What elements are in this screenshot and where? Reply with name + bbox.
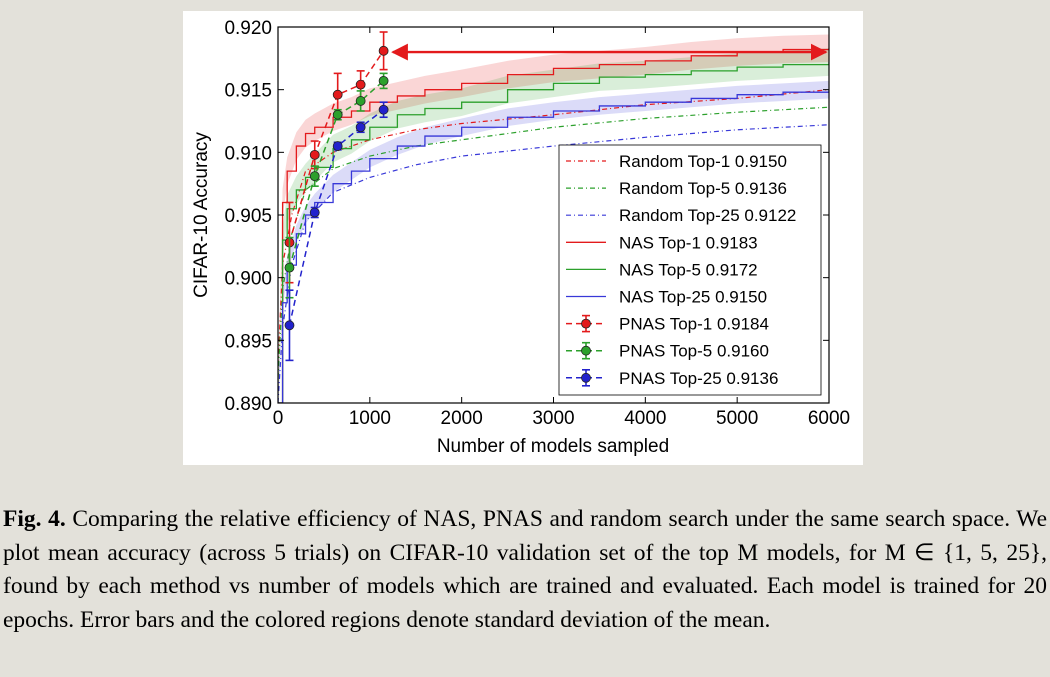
pnas-top-25-0-9136-point [378, 104, 389, 115]
legend-pnas-top-5-0-9160-marker [581, 345, 591, 356]
y-tick-label: 0.890 [224, 394, 272, 415]
y-tick-label: 0.915 [224, 81, 272, 102]
legend-pnas-top-25-0-9136-marker [581, 372, 591, 383]
x-tick-label: 3000 [532, 408, 574, 429]
y-tick-label: 0.895 [224, 331, 272, 352]
legend-random-top-25-0-9122-label: Random Top-25 0.9122 [619, 206, 796, 225]
caption-label: Fig. 4. [3, 506, 66, 532]
pnas-top-5-0-9160-point [332, 109, 343, 120]
x-tick-label: 4000 [624, 408, 666, 429]
legend-pnas-top-1-0-9184-label: PNAS Top-1 0.9184 [619, 315, 769, 334]
x-tick-label: 2000 [441, 408, 483, 429]
caption-text: Comparing the relative efficiency of NAS… [3, 506, 1048, 633]
figure-caption: Fig. 4. Comparing the relative efficienc… [3, 503, 1047, 637]
figure-panel: 0 1000 2000 3000 4000 5000 6000 0.890 0.895 0.900… [183, 11, 863, 465]
legend-random-top-5-0-9136-label: Random Top-5 0.9136 [619, 179, 787, 198]
pnas-top-5-0-9160-point [378, 75, 389, 86]
x-tick-label: 0 [273, 408, 284, 429]
pnas-top-25-0-9136-point [284, 320, 295, 331]
legend-pnas-top-1-0-9184-marker [581, 318, 591, 329]
y-tick-label: 0.900 [224, 269, 272, 290]
random-top-1-0-9150-line [278, 89, 829, 366]
pnas-top-1-0-9184-point [309, 149, 320, 160]
nas-top-5-0-9172-line [278, 62, 829, 403]
legend: Random Top-1 0.9150 Random Top-5 0.9136 Ra… [558, 144, 822, 396]
pnas-top-1-0-9184-point [332, 89, 343, 100]
legend-pnas-top-5-0-9160-label: PNAS Top-5 0.9160 [619, 342, 769, 361]
legend-nas-top-25-0-9150-label: NAS Top-25 0.9150 [619, 288, 767, 307]
y-tick-label: 0.920 [224, 18, 272, 39]
pnas-top-5-0-9160-point [309, 171, 320, 182]
pnas-top-25-0-9136-point [332, 141, 343, 151]
x-tick-label: 6000 [808, 408, 850, 429]
pnas-top-25-0-9136-point [355, 122, 366, 133]
y-tick-label: 0.905 [224, 206, 272, 227]
legend-nas-top-1-0-9183-label: NAS Top-1 0.9183 [619, 233, 758, 252]
legend-nas-top-5-0-9172-label: NAS Top-5 0.9172 [619, 260, 758, 279]
pnas-top-25-0-9136-point [309, 207, 320, 218]
accuracy-chart: 0 1000 2000 3000 4000 5000 6000 0.890 0.895 0.900… [191, 18, 850, 457]
legend-random-top-1-0-9150-label: Random Top-1 0.9150 [619, 152, 787, 171]
pnas-top-5-0-9160-point [355, 96, 366, 106]
pnas-top-5-0-9160-point [284, 262, 295, 273]
y-axis-label: CIFAR-10 Accuracy [191, 132, 212, 298]
pnas-top-1-0-9184-point [355, 79, 366, 90]
x-axis-label: Number of models sampled [437, 436, 669, 457]
legend-pnas-top-25-0-9136-label: PNAS Top-25 0.9136 [619, 369, 778, 388]
y-tick-label: 0.910 [224, 143, 272, 164]
x-tick-label: 5000 [716, 408, 758, 429]
x-tick-label: 1000 [349, 408, 391, 429]
pnas-top-1-0-9184-point [378, 45, 389, 56]
